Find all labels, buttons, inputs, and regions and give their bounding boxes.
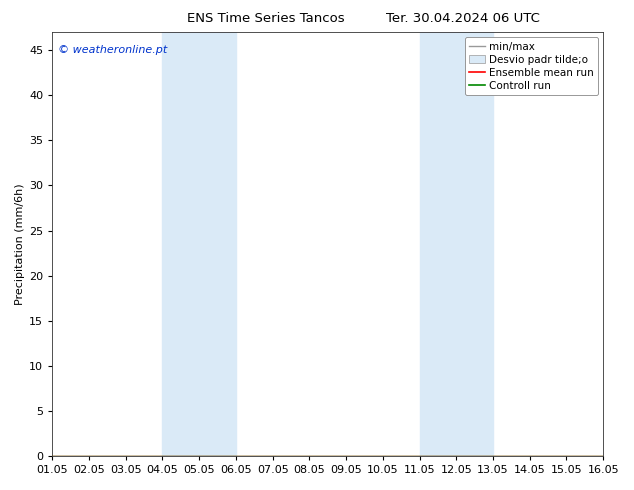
Y-axis label: Precipitation (mm/6h): Precipitation (mm/6h) [15, 183, 25, 305]
Legend: min/max, Desvio padr tilde;o, Ensemble mean run, Controll run: min/max, Desvio padr tilde;o, Ensemble m… [465, 37, 598, 95]
Bar [420, 32, 493, 456]
Text: ENS Time Series Tancos: ENS Time Series Tancos [188, 12, 345, 25]
Text: © weatheronline.pt: © weatheronline.pt [58, 45, 167, 55]
Text: Ter. 30.04.2024 06 UTC: Ter. 30.04.2024 06 UTC [386, 12, 540, 25]
Bar [162, 32, 236, 456]
